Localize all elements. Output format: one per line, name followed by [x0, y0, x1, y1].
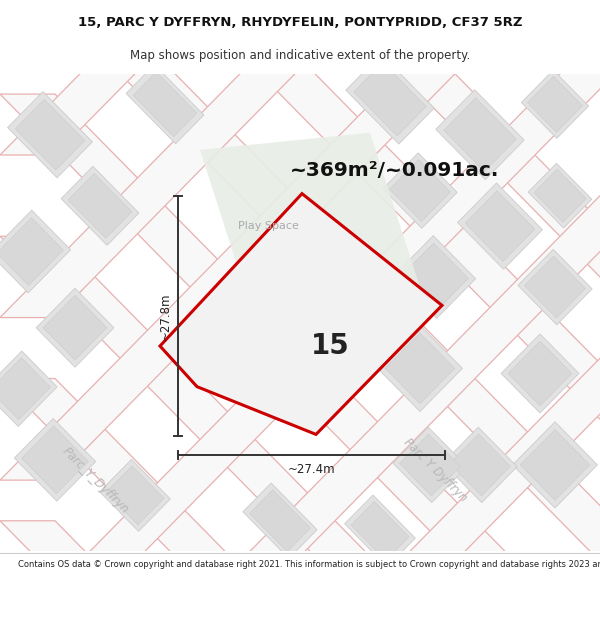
Polygon shape [443, 427, 517, 503]
Text: ~369m²/~0.091ac.: ~369m²/~0.091ac. [290, 161, 499, 180]
Polygon shape [528, 163, 592, 228]
Polygon shape [393, 427, 467, 503]
Polygon shape [512, 422, 598, 508]
Polygon shape [383, 153, 457, 228]
Polygon shape [508, 341, 572, 406]
Polygon shape [200, 132, 420, 306]
Polygon shape [436, 90, 524, 179]
Polygon shape [518, 249, 592, 325]
Polygon shape [15, 99, 85, 170]
Polygon shape [444, 98, 516, 171]
Text: ~27.4m: ~27.4m [287, 463, 335, 476]
Polygon shape [14, 419, 95, 501]
Polygon shape [351, 501, 409, 561]
Polygon shape [243, 483, 317, 559]
Text: Play Space: Play Space [238, 221, 298, 231]
Text: 15: 15 [311, 332, 349, 360]
Polygon shape [346, 54, 434, 144]
Text: Parc_Y_Dyffryn: Parc_Y_Dyffryn [59, 444, 131, 516]
Polygon shape [527, 76, 583, 132]
Polygon shape [394, 236, 476, 318]
Polygon shape [0, 94, 600, 625]
Polygon shape [68, 173, 132, 238]
Polygon shape [0, 236, 600, 625]
Polygon shape [0, 196, 600, 625]
Polygon shape [524, 256, 586, 318]
Polygon shape [458, 183, 542, 269]
Polygon shape [61, 166, 139, 246]
Text: Contains OS data © Crown copyright and database right 2021. This information is : Contains OS data © Crown copyright and d… [18, 560, 600, 569]
Polygon shape [0, 0, 600, 419]
Polygon shape [250, 490, 310, 552]
Polygon shape [344, 495, 415, 567]
Polygon shape [106, 466, 164, 525]
Polygon shape [389, 159, 451, 221]
Polygon shape [0, 0, 600, 155]
Text: Map shows position and indicative extent of the property.: Map shows position and indicative extent… [130, 49, 470, 62]
Polygon shape [36, 288, 114, 368]
Polygon shape [0, 521, 600, 625]
Polygon shape [100, 459, 170, 531]
Polygon shape [465, 191, 535, 261]
Text: Parc Y Dyffryn: Parc Y Dyffryn [401, 436, 469, 504]
Polygon shape [401, 243, 469, 311]
Polygon shape [0, 358, 600, 625]
Polygon shape [126, 65, 204, 144]
Polygon shape [501, 334, 579, 413]
Polygon shape [0, 357, 50, 419]
Polygon shape [0, 0, 600, 277]
Polygon shape [354, 62, 426, 136]
Polygon shape [400, 434, 460, 496]
Polygon shape [0, 33, 600, 625]
Polygon shape [0, 0, 600, 318]
Polygon shape [160, 194, 442, 434]
Polygon shape [0, 210, 71, 293]
Polygon shape [521, 70, 589, 138]
Polygon shape [133, 72, 197, 137]
Polygon shape [449, 434, 511, 496]
Polygon shape [0, 0, 600, 561]
Polygon shape [520, 429, 590, 500]
Polygon shape [0, 217, 64, 286]
Polygon shape [0, 0, 600, 480]
Polygon shape [8, 92, 92, 178]
Polygon shape [0, 351, 57, 426]
Polygon shape [534, 169, 586, 222]
Polygon shape [0, 379, 600, 625]
Polygon shape [43, 296, 107, 360]
Text: ~27.8m: ~27.8m [159, 292, 172, 340]
Polygon shape [22, 426, 88, 494]
Polygon shape [385, 333, 455, 404]
Text: 15, PARC Y DYFFRYN, RHYDYFELIN, PONTYPRIDD, CF37 5RZ: 15, PARC Y DYFFRYN, RHYDYFELIN, PONTYPRI… [78, 16, 522, 29]
Polygon shape [377, 325, 463, 411]
